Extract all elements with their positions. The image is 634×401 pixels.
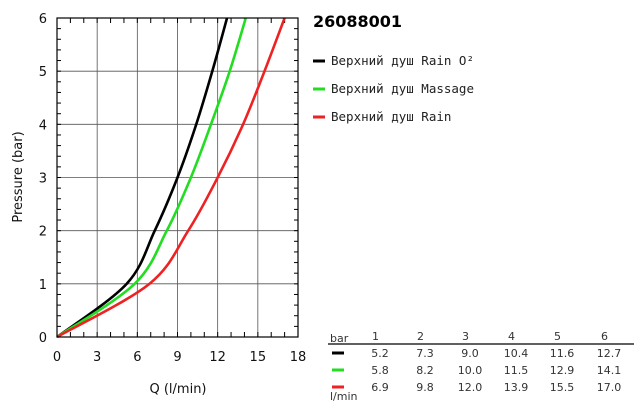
y-tick-labels: 0 1 2 3 4 5 6 xyxy=(39,12,47,346)
table-cell: 10.0 xyxy=(458,364,483,377)
table-cell: 8.2 xyxy=(416,364,434,377)
table-cell: 15.5 xyxy=(550,381,575,394)
series-line xyxy=(56,17,229,339)
table-cell: 13.9 xyxy=(504,381,529,394)
table-unit-top: bar xyxy=(330,332,349,345)
y-axis-label: Pressure (bar) xyxy=(11,131,26,222)
legend: Верхний душ Rain O² Верхний душ Massage Ве… xyxy=(313,53,474,124)
chart-title: 26088001 xyxy=(313,12,402,31)
x-tick-label: 18 xyxy=(290,350,307,365)
legend-entry: Верхний душ Massage xyxy=(331,81,474,96)
table-header-cell: 4 xyxy=(508,330,515,343)
y-tick-label: 1 xyxy=(39,278,47,293)
table-cell: 11.5 xyxy=(504,364,529,377)
table-cell: 12.0 xyxy=(458,381,483,394)
series-line xyxy=(56,17,286,339)
table-cell: 10.4 xyxy=(504,347,529,360)
table-header-cell: 6 xyxy=(601,330,608,343)
x-tick-label: 12 xyxy=(209,350,226,365)
table-cell: 12.9 xyxy=(550,364,575,377)
table-cell: 17.0 xyxy=(597,381,622,394)
table-cell: 5.2 xyxy=(371,347,389,360)
table-header-cell: 2 xyxy=(417,330,424,343)
y-tick-label: 4 xyxy=(39,118,47,133)
table-cell: 5.8 xyxy=(371,364,389,377)
legend-entry: Верхний душ Rain O² xyxy=(331,53,474,68)
legend-entry: Верхний душ Rain xyxy=(331,109,451,124)
table-cell: 11.6 xyxy=(550,347,575,360)
x-tick-label: 3 xyxy=(93,350,101,365)
x-tick-labels: 0 3 6 9 12 15 18 xyxy=(53,350,306,365)
y-tick-label: 6 xyxy=(39,12,47,27)
x-tick-label: 15 xyxy=(250,350,267,365)
x-axis-label: Q (l/min) xyxy=(149,382,206,397)
x-tick-label: 0 xyxy=(53,350,61,365)
y-tick-label: 2 xyxy=(39,225,47,240)
table-cell: 12.7 xyxy=(597,347,622,360)
series-lines xyxy=(56,17,286,339)
series-line xyxy=(56,17,248,339)
table-cell: 9.8 xyxy=(416,381,434,394)
plot-frame xyxy=(56,17,299,338)
x-tick-label: 9 xyxy=(173,350,181,365)
y-tick-label: 5 xyxy=(39,65,47,80)
table-header-cell: 3 xyxy=(462,330,469,343)
table-header-cell: 1 xyxy=(372,330,379,343)
table-cell: 6.9 xyxy=(371,381,389,394)
table-cell: 14.1 xyxy=(597,364,622,377)
minor-ticks xyxy=(56,17,299,338)
table-unit-bottom: l/min xyxy=(330,390,358,401)
data-table: bar 1 2 3 4 5 6 5.2 7.3 9.0 10.4 11.6 12.7 5.8 8.2 10.0… xyxy=(328,330,634,401)
table-cell: 9.0 xyxy=(461,347,479,360)
y-tick-label: 3 xyxy=(39,172,47,187)
x-tick-label: 6 xyxy=(133,350,141,365)
table-header-cell: 5 xyxy=(554,330,561,343)
y-tick-label: 0 xyxy=(39,331,47,346)
table-cell: 7.3 xyxy=(416,347,434,360)
